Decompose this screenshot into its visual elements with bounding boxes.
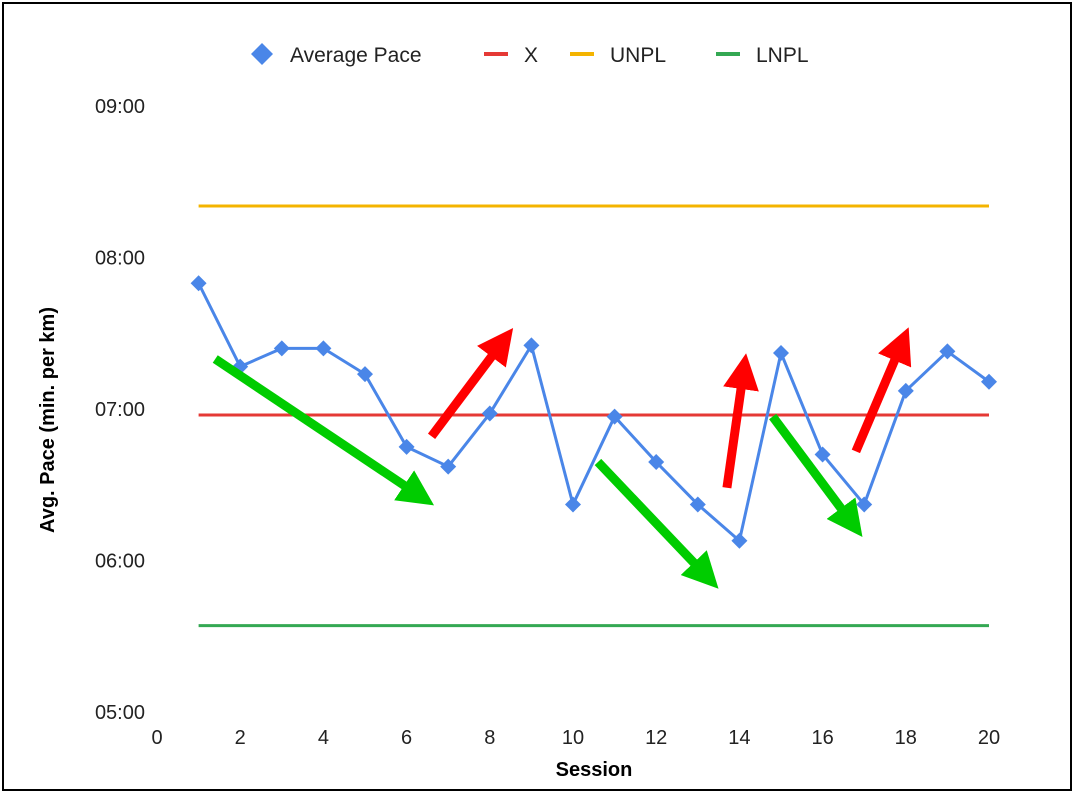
x-tick-label: 0 bbox=[151, 727, 162, 749]
data-point bbox=[981, 373, 997, 390]
red-arrow bbox=[722, 353, 759, 489]
x-tick-label: 10 bbox=[562, 727, 584, 749]
legend-label: UNPL bbox=[610, 44, 666, 67]
x-tick-label: 8 bbox=[484, 727, 495, 749]
x-tick-label: 12 bbox=[645, 727, 667, 749]
green-arrow bbox=[769, 413, 863, 538]
x-axis-title: Session bbox=[556, 759, 633, 781]
data-point bbox=[773, 344, 789, 361]
data-point bbox=[565, 496, 581, 513]
y-tick-label: 09:00 bbox=[95, 96, 145, 118]
green-arrow bbox=[594, 458, 719, 589]
y-tick-label: 08:00 bbox=[95, 248, 145, 270]
green-arrow bbox=[212, 355, 435, 506]
red-arrow bbox=[851, 327, 912, 454]
legend-label: X bbox=[524, 44, 538, 67]
data-point bbox=[190, 275, 207, 292]
reference-lines bbox=[198, 204, 989, 628]
y-tick-label: 07:00 bbox=[95, 399, 145, 421]
x-tick-label: 16 bbox=[811, 727, 833, 749]
x-tick-label: 20 bbox=[978, 727, 1000, 749]
legend-label: Average Pace bbox=[290, 44, 422, 67]
x-axis-ticks: 0 2 4 6 8 10 12 14 16 18 20 bbox=[151, 727, 1000, 749]
trend-arrows bbox=[212, 327, 912, 589]
legend-marker-diamond bbox=[251, 43, 273, 65]
data-point bbox=[357, 366, 373, 383]
data-point bbox=[440, 458, 457, 475]
average-pace-series bbox=[190, 275, 997, 549]
data-point bbox=[897, 382, 914, 399]
x-tick-label: 14 bbox=[728, 727, 750, 749]
x-tick-label: 18 bbox=[895, 727, 917, 749]
x-tick-label: 6 bbox=[401, 727, 412, 749]
y-tick-label: 06:00 bbox=[95, 551, 145, 573]
data-point bbox=[689, 496, 706, 513]
data-point bbox=[523, 337, 540, 354]
data-point bbox=[273, 340, 290, 357]
legend: Average Pace X UNPL LNPL bbox=[251, 43, 809, 67]
data-point bbox=[606, 408, 623, 425]
x-tick-label: 4 bbox=[318, 727, 329, 749]
data-point bbox=[648, 454, 665, 471]
data-point bbox=[481, 405, 498, 422]
y-axis-ticks: 05:00 06:00 07:00 08:00 09:00 bbox=[95, 96, 145, 724]
data-point bbox=[398, 438, 415, 455]
legend-label: LNPL bbox=[756, 44, 809, 67]
red-arrow bbox=[427, 327, 514, 439]
data-point bbox=[939, 343, 956, 360]
x-tick-label: 2 bbox=[235, 727, 246, 749]
y-axis-title: Avg. Pace (min. per km) bbox=[37, 307, 59, 533]
y-tick-label: 05:00 bbox=[95, 702, 145, 724]
data-point bbox=[814, 446, 831, 463]
data-point bbox=[315, 340, 332, 357]
average-pace-line bbox=[197, 282, 990, 543]
data-point bbox=[731, 532, 748, 549]
